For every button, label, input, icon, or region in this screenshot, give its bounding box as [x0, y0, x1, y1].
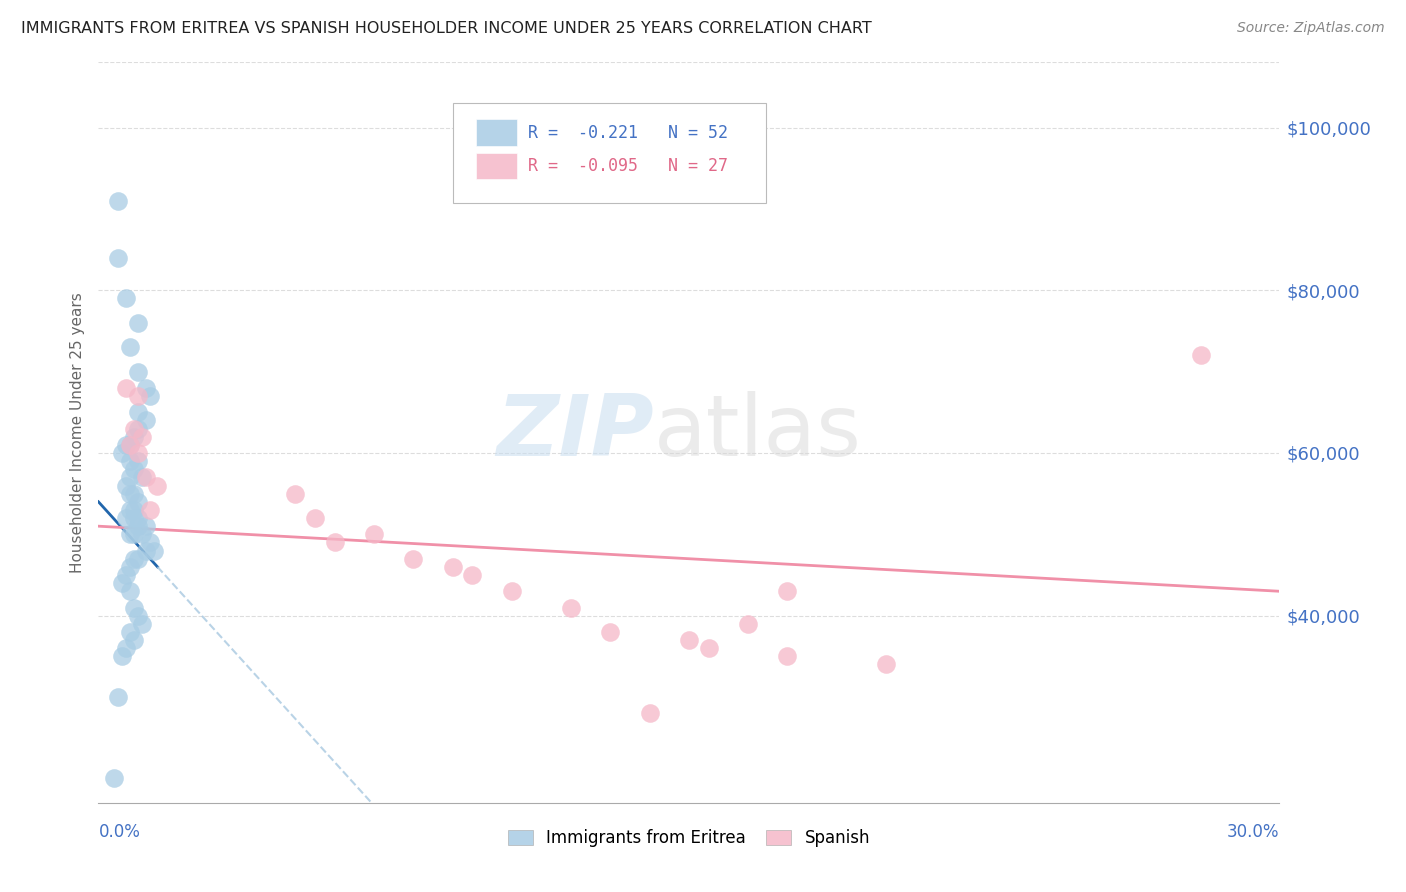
Point [501, 584, 523, 599]
Point [461, 568, 484, 582]
Point [118, 559, 141, 574]
Text: IMMIGRANTS FROM ERITREA VS SPANISH HOUSEHOLDER INCOME UNDER 25 YEARS CORRELATION: IMMIGRANTS FROM ERITREA VS SPANISH HOUSE… [21, 21, 872, 36]
Point [737, 616, 759, 631]
Legend: Immigrants from Eritrea, Spanish: Immigrants from Eritrea, Spanish [502, 822, 876, 854]
Point [111, 446, 134, 460]
Point [127, 519, 149, 533]
FancyBboxPatch shape [477, 120, 516, 146]
Point [402, 551, 425, 566]
Point [146, 478, 169, 492]
Point [131, 527, 153, 541]
Point [284, 486, 307, 500]
Point [135, 470, 157, 484]
Text: atlas: atlas [654, 391, 862, 475]
Point [138, 503, 160, 517]
Point [115, 438, 138, 452]
Text: 0.0%: 0.0% [98, 823, 141, 841]
Point [122, 633, 145, 648]
Point [122, 462, 145, 476]
Point [118, 503, 141, 517]
Point [115, 568, 138, 582]
Text: R =  -0.095   N = 27: R = -0.095 N = 27 [529, 157, 728, 175]
Point [122, 551, 145, 566]
FancyBboxPatch shape [477, 153, 516, 179]
Point [127, 454, 149, 468]
Point [122, 503, 145, 517]
Point [118, 527, 141, 541]
Text: ZIP: ZIP [496, 391, 654, 475]
Point [122, 421, 145, 435]
Point [122, 430, 145, 444]
Point [115, 641, 138, 656]
Point [776, 584, 799, 599]
Point [131, 470, 153, 484]
Point [304, 511, 326, 525]
Point [111, 576, 134, 591]
Point [118, 486, 141, 500]
Point [115, 292, 138, 306]
Text: Source: ZipAtlas.com: Source: ZipAtlas.com [1237, 21, 1385, 35]
Point [441, 559, 464, 574]
FancyBboxPatch shape [453, 103, 766, 203]
Point [115, 381, 138, 395]
Point [115, 511, 138, 525]
Point [875, 657, 897, 672]
Point [115, 478, 138, 492]
Point [127, 389, 149, 403]
Point [107, 251, 129, 265]
Point [122, 511, 145, 525]
Point [135, 543, 157, 558]
Point [118, 340, 141, 354]
Point [118, 454, 141, 468]
Point [122, 486, 145, 500]
Point [127, 421, 149, 435]
Point [127, 446, 149, 460]
Point [697, 641, 720, 656]
Text: 30.0%: 30.0% [1227, 823, 1279, 841]
Point [131, 430, 153, 444]
Point [138, 535, 160, 549]
Point [638, 706, 661, 721]
Point [127, 608, 149, 623]
Point [103, 772, 125, 786]
Point [560, 600, 582, 615]
Point [107, 194, 129, 208]
Point [122, 600, 145, 615]
Point [135, 413, 157, 427]
Point [118, 584, 141, 599]
Text: R =  -0.221   N = 52: R = -0.221 N = 52 [529, 124, 728, 142]
Point [107, 690, 129, 704]
Point [363, 527, 385, 541]
Point [111, 649, 134, 664]
Point [599, 624, 621, 639]
Point [135, 381, 157, 395]
Point [142, 543, 165, 558]
Point [118, 438, 141, 452]
Point [135, 519, 157, 533]
Point [1189, 348, 1212, 362]
Point [323, 535, 346, 549]
Point [118, 438, 141, 452]
Point [118, 470, 141, 484]
Point [122, 527, 145, 541]
Point [118, 624, 141, 639]
Point [127, 495, 149, 509]
Point [131, 616, 153, 631]
Point [127, 551, 149, 566]
Point [678, 633, 700, 648]
Point [776, 649, 799, 664]
Point [127, 316, 149, 330]
Point [127, 511, 149, 525]
Point [127, 405, 149, 419]
Point [127, 365, 149, 379]
Point [138, 389, 160, 403]
Y-axis label: Householder Income Under 25 years: Householder Income Under 25 years [69, 293, 84, 573]
